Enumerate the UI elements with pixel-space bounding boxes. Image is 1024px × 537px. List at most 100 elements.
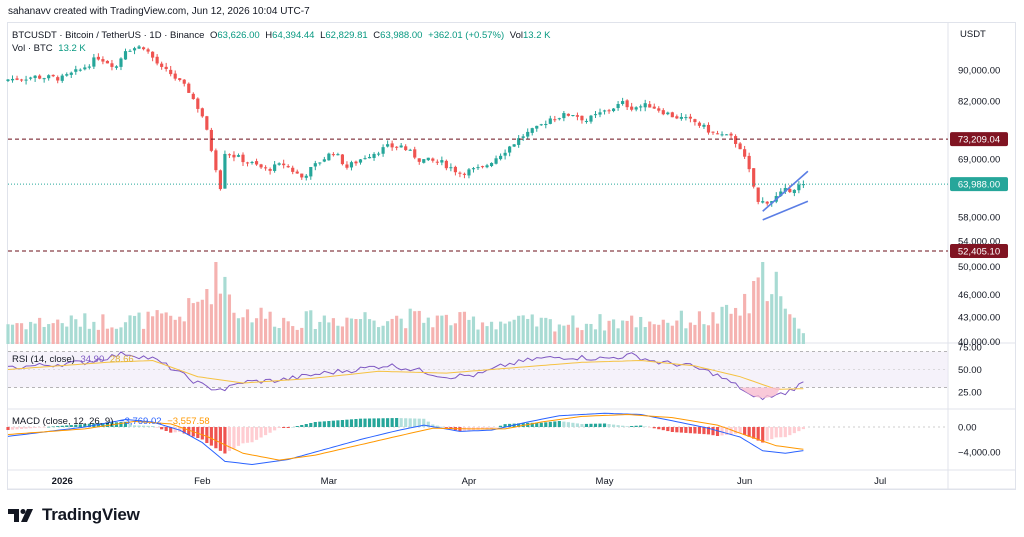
time-tick-label: May [596,476,614,487]
volume-bar [56,319,60,344]
time-tick-label: 2026 [52,476,73,487]
signal-line [7,413,804,461]
candle-body [60,75,64,81]
volume-bar [137,312,141,344]
candle-body [386,144,390,147]
candle-body [508,146,512,153]
volume-bar [508,321,512,344]
volume-bar [227,294,232,344]
volume-bar [38,317,42,344]
candle-body [648,104,652,108]
candle-body [747,155,751,170]
candle-body [462,173,467,175]
candle-body [480,166,485,168]
candle-body [602,110,607,112]
open-value: 63,626.00 [217,30,260,41]
volume-bar [571,315,575,344]
macd-histogram-bar [734,427,738,434]
high-value: 64,394.44 [272,30,315,41]
volume-bar [693,324,697,344]
macd-histogram-bar [169,427,173,433]
open-label: O [210,30,218,41]
macd-histogram-bar [648,427,652,428]
macd-histogram-bar [363,418,367,427]
candle-body [562,113,566,119]
candle-body [300,173,304,178]
candle-body [630,106,634,110]
candle-body [241,154,245,163]
candle-body [10,78,15,81]
candle-body [340,154,345,165]
macd-histogram-bar [295,426,299,427]
candle-body [282,163,286,166]
macd-histogram-bar [386,418,390,427]
candle-body [291,167,295,172]
candle-body [74,69,78,72]
macd-histogram-bar [729,427,733,435]
candle-body [395,146,399,148]
macd-histogram-bar [413,418,417,427]
macd-histogram-bar [78,424,82,427]
macd-histogram-bar [657,427,661,430]
macd-histogram-bar [408,418,412,427]
macd-histogram-bar [602,423,607,427]
volume-bar [309,310,313,344]
macd-histogram-bar [268,427,272,433]
volume-bar [282,317,286,344]
candle-body [372,153,376,158]
volume-bar [788,314,792,344]
macd-histogram-bar [783,427,787,438]
macd-histogram-bar [141,425,146,427]
candle-body [688,116,692,119]
macd-histogram-bar [801,427,805,430]
volume-bar [485,326,489,344]
volume-bar [196,301,200,344]
candle-body [83,67,87,70]
vol-label: Vol [509,30,523,41]
macd-histogram-bar [33,427,37,428]
volume-bar [367,319,372,344]
volume-bar [205,289,209,344]
macd-histogram-bar [779,427,783,438]
candle-body [363,158,367,160]
macd-histogram-bar [661,427,665,431]
volume-bar [422,322,426,344]
macd-histogram-bar [6,427,10,430]
volume-bar [345,317,349,344]
macd-histogram-bar [770,427,774,440]
macd-histogram-bar [101,423,105,427]
macd-histogram-bar [616,425,620,427]
tradingview-logo[interactable]: TradingView [8,505,140,525]
candle-body [286,166,290,168]
candle-body [105,60,110,64]
candle-body [435,161,439,163]
level-price-label: 73,209.04 [958,135,1000,146]
candles [6,44,805,207]
macd-histogram-bar [765,427,769,441]
macd-histogram-bar [444,427,448,428]
macd-histogram-bar [774,427,778,438]
macd-histogram-bar [792,427,796,434]
volume-bar [119,327,123,344]
macd-histogram-bar [345,419,349,427]
candle-body [440,160,444,163]
macd-histogram-bar [254,427,259,440]
macd-histogram-bar [630,426,634,427]
volume-bar [575,327,580,344]
macd-histogram-bar [720,427,724,436]
volume-bar [105,328,110,344]
candle-body [141,47,146,50]
candle-body [679,116,683,119]
macd-histogram-bar [625,426,629,427]
macd-histogram-bar [205,427,209,443]
candle-body [47,75,51,79]
rsi-pane [7,351,948,401]
candle-body [453,166,457,173]
macd-histogram-bar [196,427,200,438]
candle-body [557,118,561,120]
macd-histogram-bar [313,422,317,427]
volume-bar [250,322,254,344]
volume-bar [779,296,783,344]
candle-body [381,147,385,154]
